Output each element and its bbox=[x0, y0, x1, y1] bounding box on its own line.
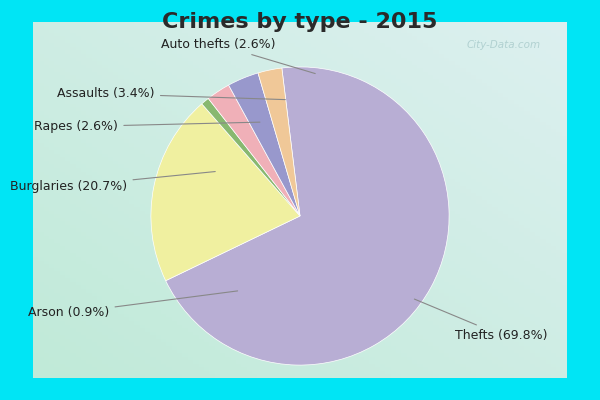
Wedge shape bbox=[151, 104, 300, 281]
Wedge shape bbox=[166, 67, 449, 365]
Text: Burglaries (20.7%): Burglaries (20.7%) bbox=[10, 172, 215, 193]
Text: Crimes by type - 2015: Crimes by type - 2015 bbox=[163, 12, 437, 32]
Wedge shape bbox=[229, 73, 300, 216]
Text: Thefts (69.8%): Thefts (69.8%) bbox=[415, 299, 548, 342]
Wedge shape bbox=[208, 85, 300, 216]
Text: City-Data.com: City-Data.com bbox=[467, 40, 541, 50]
Wedge shape bbox=[258, 68, 300, 216]
Text: Auto thefts (2.6%): Auto thefts (2.6%) bbox=[161, 38, 315, 74]
Wedge shape bbox=[202, 98, 300, 216]
Text: Assaults (3.4%): Assaults (3.4%) bbox=[58, 87, 285, 100]
Text: Rapes (2.6%): Rapes (2.6%) bbox=[34, 120, 260, 133]
Text: Arson (0.9%): Arson (0.9%) bbox=[28, 291, 238, 320]
